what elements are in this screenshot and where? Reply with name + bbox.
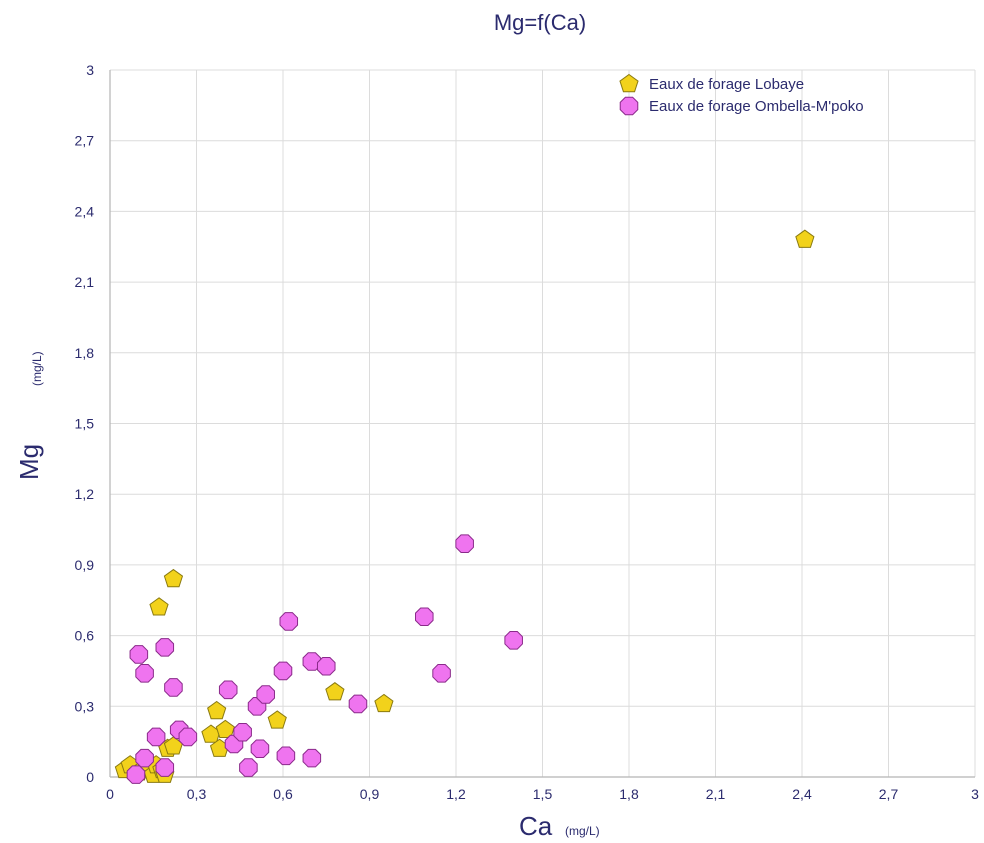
data-point-lobaye: [215, 719, 235, 739]
data-point-lobaye: [374, 693, 394, 713]
legend-label-lobaye: Eaux de forage Lobaye: [649, 76, 804, 93]
data-point-lobaye: [795, 229, 815, 248]
y-tick-label: 1,5: [75, 416, 95, 432]
data-point-ombella-mpoko: [164, 678, 183, 697]
chart-title: Mg=f(Ca): [494, 10, 586, 35]
data-point-lobaye: [149, 597, 169, 616]
y-axis-label-main: Mg: [14, 444, 44, 480]
x-tick-label: 0,6: [273, 786, 293, 802]
data-points: [114, 229, 815, 784]
data-point-ombella-mpoko: [233, 722, 252, 742]
y-tick-label: 1,2: [75, 486, 95, 502]
data-point-ombella-mpoko: [126, 765, 146, 784]
x-tick-label: 1,8: [619, 786, 639, 802]
data-point-ombella-mpoko: [432, 664, 451, 683]
data-point-ombella-mpoko: [218, 680, 238, 700]
legend: Eaux de forage Lobaye Eaux de forage Ombe…: [619, 73, 864, 116]
y-tick-label: 2,7: [75, 133, 95, 149]
x-tick-label: 0,9: [360, 786, 380, 802]
x-tick-label: 1,2: [446, 786, 466, 802]
data-point-lobaye: [207, 700, 227, 720]
x-tick-label: 0,3: [187, 786, 207, 802]
data-point-ombella-mpoko: [348, 694, 368, 714]
data-point-ombella-mpoko: [316, 656, 336, 676]
x-tick-label: 3: [971, 786, 979, 802]
data-point-ombella-mpoko: [135, 748, 154, 768]
data-point-lobaye: [325, 682, 345, 701]
data-point-ombella-mpoko: [504, 631, 523, 650]
data-point-ombella-mpoko: [273, 661, 293, 681]
data-point-ombella-mpoko: [155, 638, 175, 657]
data-point-ombella-mpoko: [256, 685, 275, 704]
x-axis-label-main: Ca: [519, 811, 553, 841]
data-point-ombella-mpoko: [239, 758, 258, 777]
axes: [109, 70, 975, 778]
data-point-ombella-mpoko: [415, 607, 434, 627]
data-point-ombella-mpoko: [279, 612, 299, 631]
data-point-ombella-mpoko: [146, 727, 166, 747]
data-point-ombella-mpoko: [250, 739, 270, 758]
y-tick-label: 0,3: [75, 698, 95, 714]
x-tick-label: 1,5: [533, 786, 553, 802]
grid: [110, 69, 976, 777]
y-tick-label: 0,9: [75, 557, 95, 573]
x-tick-label: 2,7: [879, 786, 899, 802]
x-tick-label: 0: [106, 786, 114, 802]
y-tick-label: 1,8: [75, 345, 95, 361]
y-tick-label: 2,4: [75, 203, 95, 219]
data-point-lobaye: [267, 710, 287, 729]
x-tick-label: 2,1: [706, 786, 726, 802]
legend-marker-lobaye: [619, 73, 639, 93]
data-point-ombella-mpoko: [129, 645, 149, 664]
legend-marker-ombella-mpoko: [619, 96, 639, 116]
data-point-ombella-mpoko: [155, 758, 175, 777]
y-axis-label-unit: (mg/L): [30, 351, 44, 386]
y-tick-label: 0,6: [75, 628, 95, 644]
x-axis-label-unit: (mg/L): [565, 824, 600, 838]
data-point-ombella-mpoko: [302, 748, 322, 768]
data-point-ombella-mpoko: [135, 664, 154, 683]
data-point-lobaye: [163, 568, 184, 588]
data-point-ombella-mpoko: [302, 652, 322, 671]
data-point-ombella-mpoko: [178, 727, 198, 747]
tick-labels: 0 0,3 0,6 0,9 1,2 1,5 1,8 2,1 2,4 2,7 3 0 0,3 0,6 0,9 1…: [75, 62, 980, 802]
data-point-ombella-mpoko: [455, 534, 474, 553]
data-point-ombella-mpoko: [276, 746, 296, 766]
x-axis-label: Ca (mg/L): [519, 811, 600, 841]
y-tick-label: 2,1: [75, 274, 95, 290]
y-tick-label: 0: [86, 769, 94, 785]
x-tick-label: 2,4: [792, 786, 812, 802]
y-tick-label: 3: [86, 62, 94, 78]
legend-label-ombella-mpoko: Eaux de forage Ombella-M'poko: [649, 98, 864, 115]
y-axis-label: Mg (mg/L): [14, 351, 44, 480]
